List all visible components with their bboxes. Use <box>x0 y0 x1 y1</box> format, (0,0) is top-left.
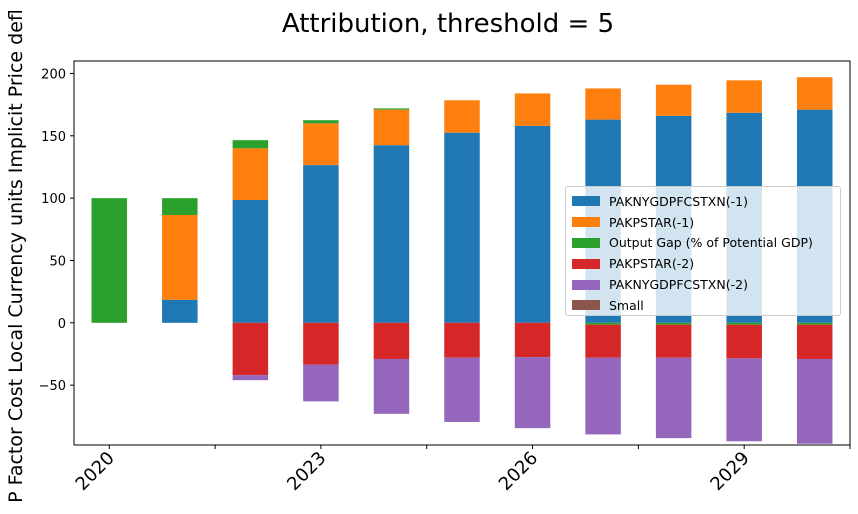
bar-2024-series-4 <box>373 358 410 414</box>
y-tick-label: 100 <box>41 192 66 207</box>
y-tick-label: −50 <box>39 379 66 394</box>
legend-label: PAKPSTAR(-2) <box>609 256 695 272</box>
bar-2030-series-1 <box>796 77 833 110</box>
legend-item: PAKPSTAR(-2) <box>572 253 834 274</box>
bar-2022-series-0 <box>232 200 269 323</box>
bar-2024-series-3 <box>373 322 410 359</box>
bar-2022-series-2 <box>232 140 269 149</box>
y-tick-label: 0 <box>58 317 66 332</box>
x-tick-label: 2023 <box>283 448 330 495</box>
bar-2028-series-4 <box>655 357 692 439</box>
legend-item: PAKNYGDPFCSTXN(-2) <box>572 274 834 295</box>
bar-2027-series-2 <box>585 322 621 325</box>
bar-2028-series-2 <box>655 322 692 325</box>
x-tick-label: 2026 <box>495 448 542 495</box>
bar-2021-series-1 <box>162 214 198 300</box>
bars-layer <box>91 77 833 444</box>
legend-swatch <box>572 258 600 269</box>
bar-2020-series-2 <box>91 198 128 323</box>
legend-swatch <box>572 217 600 228</box>
legend-item: Small <box>572 295 834 316</box>
bar-2023-series-3 <box>303 322 339 365</box>
legend-item: PAKNYGDPFCSTXN(-1) <box>572 191 834 212</box>
bar-2024-series-1 <box>373 109 410 146</box>
bar-2026-series-0 <box>514 125 551 323</box>
bar-2025-series-1 <box>444 100 480 133</box>
bar-2026-series-4 <box>514 357 551 429</box>
legend: PAKNYGDPFCSTXN(-1) PAKPSTAR(-1) Output Gap… <box>565 186 841 316</box>
bar-2023-series-2 <box>303 120 339 124</box>
bar-2025-series-0 <box>444 132 480 323</box>
bar-2029-series-1 <box>726 80 762 113</box>
bar-2023-series-0 <box>303 165 339 323</box>
legend-label: Output Gap (% of Potential GDP) <box>609 235 813 251</box>
bar-2028-series-3 <box>655 324 692 358</box>
bar-2024-series-0 <box>373 145 410 323</box>
legend-item: PAKPSTAR(-1) <box>572 212 834 233</box>
bar-2023-series-1 <box>303 123 339 166</box>
y-tick-label: 150 <box>41 130 66 145</box>
bar-2022-series-1 <box>232 148 269 201</box>
legend-swatch <box>572 237 600 248</box>
bar-2022-series-3 <box>232 322 269 376</box>
bar-2026-series-3 <box>514 322 551 358</box>
bar-2023-series-4 <box>303 364 339 402</box>
legend-item: Output Gap (% of Potential GDP) <box>572 233 834 254</box>
x-tick-label: 2029 <box>706 448 753 495</box>
bar-2030-series-3 <box>796 324 833 359</box>
chart-title: Attribution, threshold = 5 <box>282 9 614 39</box>
bar-2029-series-4 <box>726 358 762 442</box>
bar-2027-series-4 <box>585 357 621 435</box>
x-tick-label: 2020 <box>72 448 119 495</box>
legend-swatch <box>572 300 600 311</box>
bar-2021-series-2 <box>162 198 198 215</box>
y-tick-label: 50 <box>49 254 66 269</box>
legend-swatch <box>572 196 600 207</box>
bar-2025-series-3 <box>444 322 480 358</box>
bar-2030-series-2 <box>796 322 833 325</box>
bar-2029-series-3 <box>726 324 762 359</box>
bar-2027-series-3 <box>585 324 621 358</box>
bar-2024-series-2 <box>373 108 410 110</box>
plot-frame <box>73 60 851 446</box>
bar-2029-series-2 <box>726 322 762 325</box>
bar-2025-series-4 <box>444 357 480 422</box>
bar-2021-series-0 <box>162 299 198 323</box>
bar-2026-series-1 <box>514 93 551 126</box>
bar-2027-series-1 <box>585 88 621 120</box>
legend-label: PAKNYGDPFCSTXN(-2) <box>609 277 748 293</box>
y-axis-label: P Factor Cost Local Currency units Impli… <box>5 9 27 503</box>
y-tick-label: 200 <box>41 67 66 82</box>
legend-label: Small <box>609 297 644 313</box>
legend-label: PAKPSTAR(-1) <box>609 214 695 230</box>
legend-label: PAKNYGDPFCSTXN(-1) <box>609 193 748 209</box>
bar-2028-series-1 <box>655 84 692 116</box>
legend-swatch <box>572 279 600 290</box>
bar-2022-series-4 <box>232 375 269 381</box>
bar-2030-series-4 <box>796 358 833 444</box>
